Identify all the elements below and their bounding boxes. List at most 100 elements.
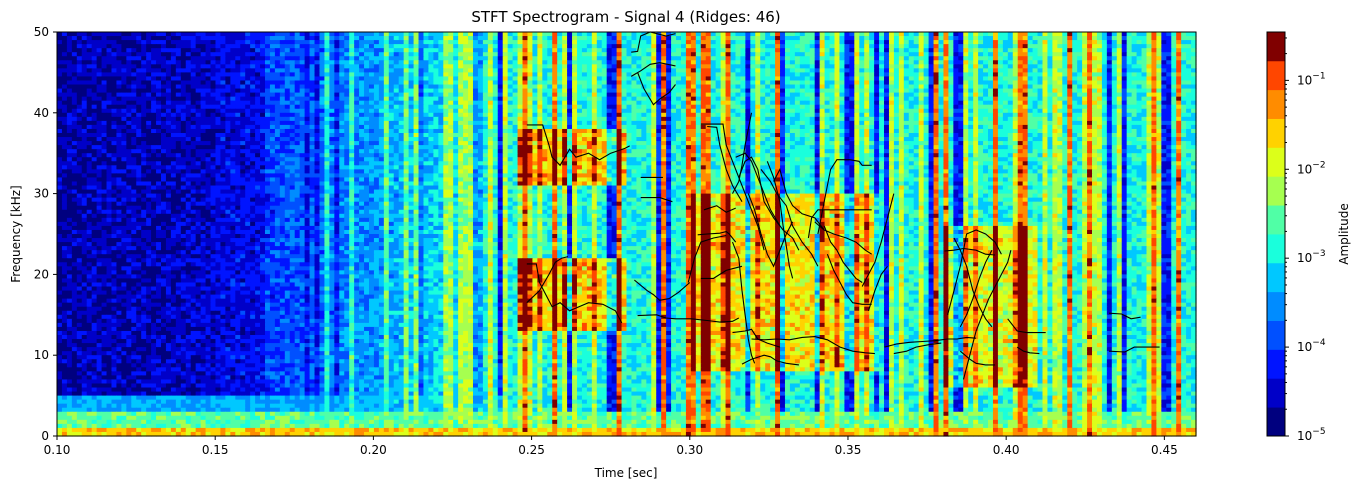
heatmap-cell: [586, 96, 593, 102]
heatmap-cell: [195, 52, 202, 57]
heatmap-cell: [438, 44, 444, 49]
heatmap-cell: [1096, 104, 1103, 110]
heatmap-cell: [680, 52, 687, 57]
heatmap-cell: [581, 112, 588, 118]
heatmap-cell: [789, 88, 796, 94]
heatmap-cell: [195, 44, 202, 49]
heatmap-cell: [413, 64, 420, 69]
heatmap-cell: [106, 40, 113, 45]
heatmap-cell: [126, 60, 132, 65]
heatmap-cell: [458, 88, 464, 94]
heatmap-cell: [215, 48, 222, 53]
heatmap-cell: [250, 32, 256, 37]
heatmap-cell: [1057, 108, 1063, 114]
heatmap-cell: [943, 100, 949, 106]
heatmap-cell: [255, 108, 261, 114]
heatmap-cell: [611, 72, 618, 78]
heatmap-cell: [844, 92, 850, 98]
heatmap-cell: [220, 44, 226, 49]
heatmap-cell: [1042, 68, 1049, 73]
heatmap-cell: [279, 32, 286, 37]
heatmap-cell: [809, 44, 816, 49]
heatmap-cell: [205, 56, 212, 61]
heatmap-cell: [111, 108, 118, 114]
heatmap-cell: [1101, 80, 1108, 86]
heatmap-cell: [314, 96, 321, 102]
heatmap-cell: [700, 100, 707, 106]
heatmap-cell: [81, 80, 88, 86]
heatmap-cell: [720, 32, 727, 37]
heatmap-cell: [195, 64, 202, 69]
heatmap-cell: [453, 96, 459, 102]
heatmap-cell: [393, 36, 400, 41]
heatmap-cell: [116, 68, 122, 73]
heatmap-cell: [948, 92, 954, 98]
heatmap-cell: [988, 84, 994, 90]
heatmap-cell: [383, 112, 390, 118]
heatmap-cell: [81, 68, 88, 73]
heatmap-cell: [903, 40, 910, 45]
heatmap-cell: [775, 112, 781, 118]
heatmap-cell: [1047, 92, 1053, 98]
heatmap-cell: [874, 48, 880, 53]
heatmap-cell: [1186, 40, 1192, 45]
heatmap-cell: [156, 36, 162, 41]
heatmap-cell: [1181, 88, 1187, 94]
heatmap-cell: [230, 104, 236, 110]
heatmap-cell: [383, 104, 390, 110]
heatmap-cell: [1171, 64, 1177, 69]
heatmap-cell: [339, 80, 345, 86]
heatmap-cell: [804, 104, 811, 110]
heatmap-cell: [576, 76, 583, 82]
heatmap-cell: [938, 64, 945, 69]
heatmap-cell: [750, 68, 756, 73]
heatmap-cell: [1077, 64, 1083, 69]
heatmap-cell: [948, 96, 954, 102]
heatmap-cell: [824, 80, 831, 86]
heatmap-cell: [641, 40, 647, 45]
heatmap-cell: [121, 100, 127, 106]
heatmap-cell: [146, 76, 152, 82]
heatmap-cell: [784, 40, 791, 45]
heatmap-cell: [220, 32, 226, 37]
heatmap-cell: [106, 52, 113, 57]
heatmap-cell: [680, 96, 687, 102]
heatmap-cell: [210, 56, 217, 61]
heatmap-cell: [279, 44, 286, 49]
heatmap-cell: [938, 76, 945, 82]
heatmap-cell: [1017, 88, 1024, 94]
heatmap-cell: [433, 36, 439, 41]
heatmap-cell: [992, 108, 999, 114]
heatmap-cell: [601, 104, 608, 110]
heatmap-cell: [775, 72, 781, 78]
heatmap-cell: [165, 68, 172, 73]
heatmap-cell: [91, 32, 98, 37]
heatmap-cell: [250, 68, 256, 73]
heatmap-cell: [542, 48, 548, 53]
heatmap-cell: [349, 108, 355, 114]
heatmap-cell: [1017, 96, 1024, 102]
heatmap-cell: [978, 64, 984, 69]
heatmap-cell: [111, 116, 118, 122]
heatmap-cell: [983, 104, 989, 110]
heatmap-cell: [388, 88, 395, 94]
heatmap-cell: [200, 88, 207, 94]
heatmap-cell: [1007, 60, 1014, 65]
heatmap-cell: [1141, 96, 1148, 102]
heatmap-cell: [908, 72, 915, 78]
heatmap-cell: [576, 68, 583, 73]
heatmap-cell: [869, 100, 875, 106]
heatmap-cell: [1181, 108, 1187, 114]
heatmap-cell: [96, 52, 103, 57]
heatmap-cell: [448, 104, 454, 110]
heatmap-cell: [671, 60, 677, 65]
heatmap-cell: [1072, 48, 1078, 53]
heatmap-cell: [443, 44, 449, 49]
heatmap-cell: [730, 116, 737, 122]
heatmap-cell: [661, 80, 667, 86]
heatmap-cell: [151, 104, 157, 110]
heatmap-cell: [1176, 108, 1182, 114]
heatmap-cell: [304, 36, 311, 41]
heatmap-cell: [1126, 76, 1133, 82]
heatmap-cell: [195, 68, 202, 73]
